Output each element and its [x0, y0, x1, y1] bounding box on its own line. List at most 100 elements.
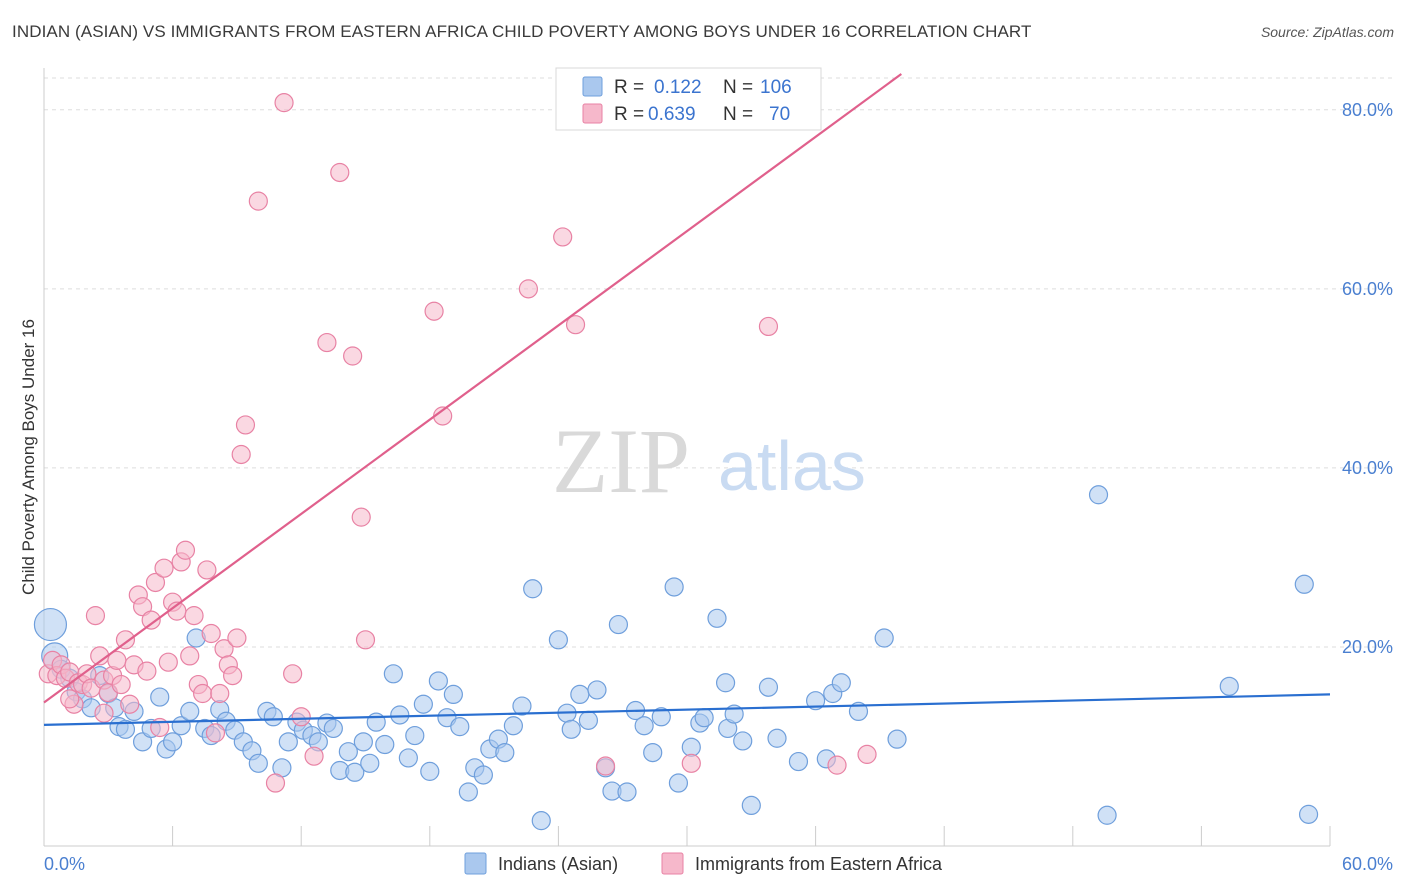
point-indians-asian: [531, 811, 551, 831]
watermark-zip: ZIP: [552, 410, 690, 512]
point-indians-asian: [278, 732, 298, 752]
axes: [43, 68, 1331, 847]
point-indians-asian: [874, 628, 894, 648]
point-indians-asian: [420, 761, 440, 781]
legend-n-label-1: N =: [723, 77, 753, 98]
y-tick-labels: 20.0% 40.0% 60.0% 80.0%: [1342, 100, 1393, 657]
point-indians-asian: [887, 729, 907, 749]
point-eastern-africa: [857, 744, 877, 764]
point-indians-asian: [805, 691, 826, 711]
y-tick-label: 80.0%: [1342, 100, 1393, 120]
point-eastern-africa: [85, 606, 106, 626]
legend-n-value-1: 106: [760, 77, 792, 98]
point-eastern-africa: [201, 623, 221, 644]
bottom-legend-label-blue: Indians (Asian): [498, 854, 618, 874]
point-indians-asian: [608, 614, 629, 635]
bottom-legend-swatch-blue: [464, 852, 487, 875]
point-indians-asian: [150, 687, 170, 707]
point-eastern-africa: [205, 723, 226, 743]
bottom-legend: Indians (Asian) Immigrants from Eastern …: [464, 852, 943, 875]
point-indians-asian: [375, 734, 395, 755]
point-indians-asian: [390, 705, 410, 725]
y-tick-label: 20.0%: [1342, 637, 1393, 657]
legend: R = 0.122 N = 106 R = 0.639 N = 70: [555, 67, 822, 131]
point-indians-asian: [428, 671, 448, 691]
point-indians-asian: [353, 732, 373, 752]
gridlines: [44, 77, 1393, 648]
point-indians-asian: [338, 742, 358, 762]
y-axis-title: Child Poverty Among Boys Under 16: [19, 319, 38, 595]
point-indians-asian: [1097, 805, 1117, 825]
y-tick-label: 60.0%: [1342, 279, 1393, 299]
point-indians-asian: [733, 731, 753, 751]
point-eastern-africa: [223, 665, 243, 686]
point-eastern-africa: [193, 683, 213, 704]
point-eastern-africa: [137, 661, 157, 681]
legend-swatch-pink: [582, 103, 603, 124]
point-eastern-africa: [158, 652, 178, 672]
point-indians-asian: [664, 577, 684, 597]
bottom-legend-swatch-pink: [661, 852, 684, 875]
point-eastern-africa: [197, 560, 217, 580]
point-indians-asian: [523, 579, 543, 599]
y-tick-label: 40.0%: [1342, 458, 1393, 478]
point-indians-asian: [450, 717, 470, 737]
legend-n-label-2: N =: [723, 104, 753, 125]
point-indians-asian: [587, 680, 607, 700]
point-eastern-africa: [827, 755, 847, 775]
point-eastern-africa: [111, 674, 131, 695]
point-eastern-africa: [235, 415, 256, 435]
x-tick-labels: 0.0% 60.0%: [44, 854, 1393, 874]
point-indians-asian: [758, 677, 779, 697]
point-eastern-africa: [210, 683, 230, 704]
point-indians-asian: [831, 673, 851, 693]
point-indians-asian: [848, 701, 869, 722]
point-indians-asian: [548, 630, 569, 650]
point-indians-asian: [1088, 485, 1109, 505]
point-eastern-africa: [60, 689, 80, 709]
point-eastern-africa: [595, 756, 616, 776]
point-indians-asian: [1298, 804, 1319, 824]
series-eastern-africa: [38, 93, 877, 793]
watermark: ZIP atlas: [552, 410, 866, 512]
point-indians-asian: [33, 607, 68, 642]
point-eastern-africa: [758, 316, 779, 337]
point-indians-asian: [345, 762, 365, 782]
point-indians-asian: [132, 732, 153, 752]
legend-swatch-blue: [582, 76, 603, 97]
point-indians-asian: [248, 753, 268, 773]
source-label: Source: ZipAtlas.com: [1260, 24, 1394, 40]
point-eastern-africa: [351, 507, 371, 527]
point-indians-asian: [651, 707, 671, 727]
legend-r-value-2: 0.639: [648, 104, 696, 125]
point-indians-asian: [263, 707, 283, 727]
trend-lines: [43, 73, 1331, 726]
point-indians-asian: [788, 751, 809, 772]
point-eastern-africa: [518, 279, 538, 299]
point-indians-asian: [443, 684, 463, 705]
point-eastern-africa: [145, 572, 166, 593]
x-tick-label-end: 60.0%: [1342, 854, 1393, 874]
legend-r-value-1: 0.122: [654, 77, 702, 98]
point-indians-asian: [360, 753, 380, 773]
watermark-atlas: atlas: [718, 427, 866, 505]
point-eastern-africa: [424, 301, 444, 321]
point-indians-asian: [694, 708, 714, 728]
point-eastern-africa: [180, 646, 200, 666]
chart-title: INDIAN (ASIAN) VS IMMIGRANTS FROM EASTER…: [12, 22, 1032, 41]
point-eastern-africa: [317, 332, 337, 353]
point-indians-asian: [405, 725, 425, 746]
point-eastern-africa: [330, 162, 350, 183]
point-eastern-africa: [343, 346, 363, 366]
point-indians-asian: [741, 795, 761, 816]
point-eastern-africa: [553, 227, 573, 247]
point-eastern-africa: [265, 773, 286, 793]
point-indians-asian: [398, 748, 418, 768]
point-eastern-africa: [227, 628, 247, 648]
point-eastern-africa: [132, 597, 153, 617]
point-indians-asian: [681, 737, 701, 757]
point-indians-asian: [578, 710, 599, 730]
point-eastern-africa: [231, 444, 251, 465]
point-indians-asian: [115, 719, 136, 739]
